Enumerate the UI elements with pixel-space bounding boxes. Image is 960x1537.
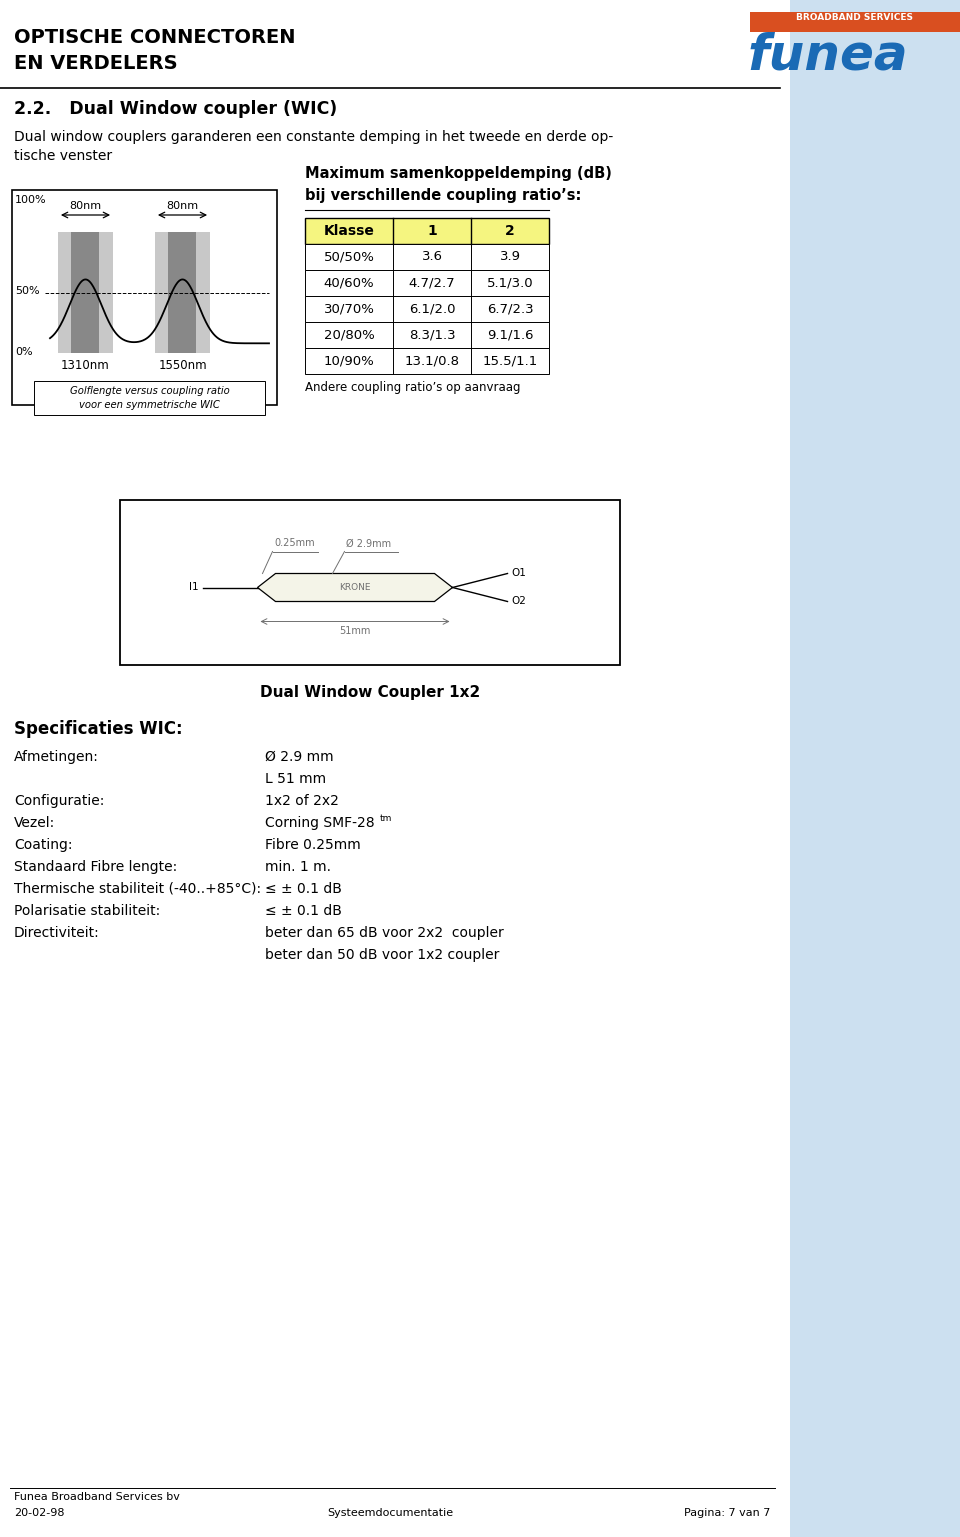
Text: Specificaties WIC:: Specificaties WIC: [14, 719, 182, 738]
Polygon shape [257, 573, 452, 601]
Text: KRONE: KRONE [339, 583, 371, 592]
Text: Ø 2.9 mm: Ø 2.9 mm [265, 750, 334, 764]
Text: Pagina: 7 van 7: Pagina: 7 van 7 [684, 1508, 770, 1519]
Text: Funea Broadband Services bv: Funea Broadband Services bv [14, 1492, 180, 1502]
Text: 1: 1 [427, 224, 437, 238]
Text: Directiviteit:: Directiviteit: [14, 925, 100, 941]
Text: bij verschillende coupling ratio’s:: bij verschillende coupling ratio’s: [305, 188, 582, 203]
Text: OPTISCHE CONNECTOREN: OPTISCHE CONNECTOREN [14, 28, 296, 48]
Text: 20-02-98: 20-02-98 [14, 1508, 64, 1519]
Text: 9.1/1.6: 9.1/1.6 [487, 329, 533, 341]
Text: Vezel:: Vezel: [14, 816, 56, 830]
Text: 1310nm: 1310nm [61, 360, 109, 372]
Text: 40/60%: 40/60% [324, 277, 374, 289]
Text: Klasse: Klasse [324, 224, 374, 238]
Text: 51mm: 51mm [339, 626, 371, 635]
Text: 80nm: 80nm [69, 201, 102, 211]
Text: Fibre 0.25mm: Fibre 0.25mm [265, 838, 361, 851]
Text: 4.7/2.7: 4.7/2.7 [409, 277, 455, 289]
Text: 50/50%: 50/50% [324, 251, 374, 263]
Text: 10/90%: 10/90% [324, 355, 374, 367]
Text: 20/80%: 20/80% [324, 329, 374, 341]
Text: funea: funea [748, 32, 908, 80]
Text: 50%: 50% [15, 286, 39, 297]
Text: L 51 mm: L 51 mm [265, 772, 326, 785]
Text: ≤ ± 0.1 dB: ≤ ± 0.1 dB [265, 882, 342, 896]
Text: Maximum samenkoppeldemping (dB): Maximum samenkoppeldemping (dB) [305, 166, 612, 181]
Text: 2.2.   Dual Window coupler (WIC): 2.2. Dual Window coupler (WIC) [14, 100, 337, 118]
Text: Corning SMF-28: Corning SMF-28 [265, 816, 374, 830]
Text: 2: 2 [505, 224, 515, 238]
Text: 100%: 100% [15, 195, 47, 204]
Text: 80nm: 80nm [166, 201, 199, 211]
Text: Dual window couplers garanderen een constante demping in het tweede en derde op-: Dual window couplers garanderen een cons… [14, 131, 613, 163]
Bar [305, 244, 549, 271]
Text: Dual Window Coupler 1x2: Dual Window Coupler 1x2 [260, 686, 480, 699]
Text: Thermische stabiliteit (-40..+85°C):: Thermische stabiliteit (-40..+85°C): [14, 882, 261, 896]
Text: Golflengte versus coupling ratio
voor een symmetrische WIC: Golflengte versus coupling ratio voor ee… [70, 386, 229, 409]
Text: 15.5/1.1: 15.5/1.1 [482, 355, 538, 367]
Text: 13.1/0.8: 13.1/0.8 [404, 355, 460, 367]
Text: Standaard Fibre lengte:: Standaard Fibre lengte: [14, 861, 178, 875]
Bar [305, 271, 549, 297]
Bar [58, 232, 113, 354]
Bar [790, 0, 960, 1537]
Text: 6.7/2.3: 6.7/2.3 [487, 303, 534, 315]
Text: 3.9: 3.9 [499, 251, 520, 263]
Text: 8.3/1.3: 8.3/1.3 [409, 329, 455, 341]
Bar [305, 297, 549, 321]
Text: beter dan 50 dB voor 1x2 coupler: beter dan 50 dB voor 1x2 coupler [265, 948, 499, 962]
Text: ≤ ± 0.1 dB: ≤ ± 0.1 dB [265, 904, 342, 918]
Text: 1x2 of 2x2: 1x2 of 2x2 [265, 795, 339, 808]
Bar [750, 12, 960, 32]
Text: 5.1/3.0: 5.1/3.0 [487, 277, 534, 289]
Text: 6.1/2.0: 6.1/2.0 [409, 303, 455, 315]
Bar [71, 232, 99, 354]
Text: Configuratie:: Configuratie: [14, 795, 105, 808]
Bar [12, 191, 277, 406]
Bar [34, 381, 265, 415]
Bar [305, 321, 549, 347]
Text: 1550nm: 1550nm [158, 360, 206, 372]
Bar [168, 232, 196, 354]
Text: Andere coupling ratio’s op aanvraag: Andere coupling ratio’s op aanvraag [305, 381, 520, 393]
Text: min. 1 m.: min. 1 m. [265, 861, 331, 875]
Text: 0%: 0% [15, 347, 33, 357]
Text: O2: O2 [512, 596, 526, 607]
Text: beter dan 65 dB voor 2x2  coupler: beter dan 65 dB voor 2x2 coupler [265, 925, 504, 941]
Text: Systeemdocumentatie: Systeemdocumentatie [327, 1508, 453, 1519]
Text: Coating:: Coating: [14, 838, 73, 851]
Text: O1: O1 [512, 569, 526, 578]
Text: EN VERDELERS: EN VERDELERS [14, 54, 178, 72]
Bar [305, 347, 549, 373]
Text: tm: tm [380, 815, 393, 822]
Bar [120, 500, 620, 666]
Text: Polarisatie stabiliteit:: Polarisatie stabiliteit: [14, 904, 160, 918]
Text: 0.25mm: 0.25mm [275, 538, 315, 549]
Text: BROADBAND SERVICES: BROADBAND SERVICES [797, 12, 914, 22]
Text: Afmetingen:: Afmetingen: [14, 750, 99, 764]
Bar [155, 232, 210, 354]
Bar [305, 218, 549, 244]
Text: I1: I1 [189, 583, 199, 592]
Text: Ø 2.9mm: Ø 2.9mm [347, 538, 392, 549]
Text: 3.6: 3.6 [421, 251, 443, 263]
Text: 30/70%: 30/70% [324, 303, 374, 315]
